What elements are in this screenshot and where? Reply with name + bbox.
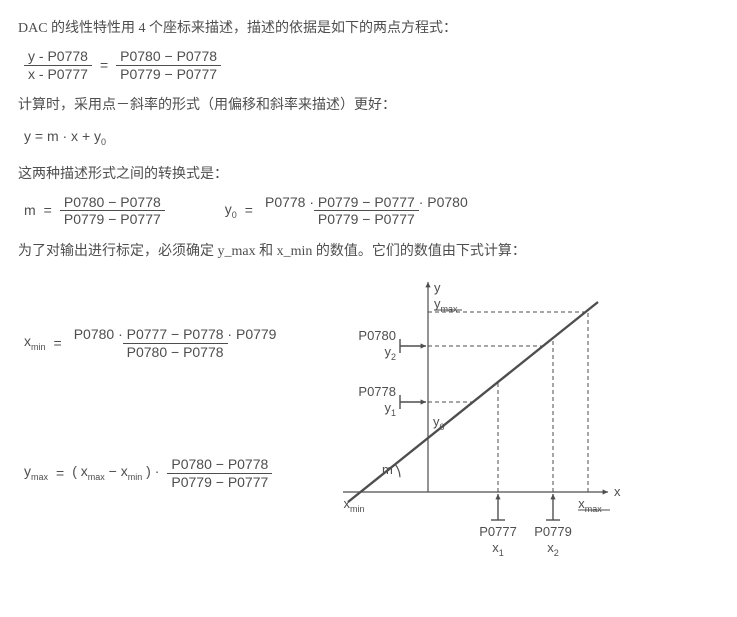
svg-text:y0: y0 [433,414,445,432]
eq2-text: y = m · x + y [24,128,101,144]
svg-text:x2: x2 [548,540,560,558]
eq1-rhs-den: P0779 − P0777 [116,65,221,82]
eq-m-num: P0780 − P0778 [60,195,165,211]
eq-ymax-minus: − [105,463,121,479]
svg-text:x1: x1 [493,540,505,558]
svg-text:P0778: P0778 [359,384,397,399]
svg-text:ymax: ymax [434,296,458,314]
equation-xmin: xmin = P0780 · P0777 − P0778 · P0779 P07… [24,327,280,359]
equation-slope-form: y = m · x + y0 [24,126,719,149]
eq-xmin-den: P0780 − P0778 [123,343,228,360]
para-intro-1: DAC 的线性特性用 4 个座标来描述，描述的依据是如下的两点方程式： [18,18,719,39]
svg-text:P0780: P0780 [359,328,397,343]
eq-xmin-lhs-sub: min [31,342,46,352]
svg-text:m: m [382,462,393,477]
svg-text:x: x [614,484,621,499]
eq-y0-num: P0778 · P0779 − P0777 · P0780 [261,195,472,211]
eq-ymax-y: y [24,463,31,479]
eq1-lhs-den: x - P0777 [24,65,92,82]
eq-y0-eqsign: = [245,200,253,221]
eq2-sub: 0 [101,137,106,147]
svg-text:xmax: xmax [579,496,603,514]
para-intro-3: 这两种描述形式之间的转换式是： [18,164,719,185]
eq1-lhs-num: y - P0778 [24,49,92,65]
eq-y0-lhs-sub: 0 [232,210,237,220]
eq-ymax-paren-open: ( [72,463,81,479]
eq1-rhs-num: P0780 − P0778 [116,49,221,65]
eq-ymax-den: P0779 − P0777 [167,473,272,490]
dac-linear-chart: yxymaxP0780y2P0778y1y0mxminxmaxP0777x1P0… [298,272,628,562]
eq1-eqsign: = [100,55,108,76]
eq-ymax-y-sub: max [31,472,48,482]
eq-ymax-paren-close: ) · [142,463,159,479]
eq-m-eqsign: = [44,200,52,221]
eq-ymax-xmin-sub: min [128,472,143,482]
eq-xmin-eqsign: = [54,333,62,354]
equation-m: m = P0780 − P0778 P0779 − P0777 [24,195,165,227]
equation-two-point: y - P0778 x - P0777 = P0780 − P0778 P077… [24,49,719,81]
equations-m-y0: m = P0780 − P0778 P0779 − P0777 y0 = P07… [24,195,719,227]
eq-ymax-eqsign: = [56,463,64,484]
svg-text:y1: y1 [385,400,397,418]
eq-ymax-xmax-sub: max [88,472,105,482]
eq-ymax-xmin: x [121,463,128,479]
eq-m-den: P0779 − P0777 [60,210,165,227]
eq-xmin-num: P0780 · P0777 − P0778 · P0779 [70,327,281,343]
svg-text:P0779: P0779 [535,524,573,539]
eq-ymax-num: P0780 − P0778 [167,457,272,473]
equation-ymax: ymax = ( xmax − xmin ) · P0780 − P0778 P… [24,457,280,489]
eq-m-lhs: m [24,200,36,221]
svg-text:y2: y2 [385,344,397,362]
eq-y0-lhs-main: y [225,201,232,217]
eq-ymax-xmax: x [81,463,88,479]
para-intro-4: 为了对输出进行标定，必须确定 y_max 和 x_min 的数值。它们的数值由下… [18,241,719,262]
eq-xmin-lhs-main: x [24,333,31,349]
svg-text:P0777: P0777 [480,524,518,539]
svg-text:y: y [434,280,441,295]
equation-y0: y0 = P0778 · P0779 − P0777 · P0780 P0779… [225,195,472,227]
para-intro-2: 计算时，采用点－斜率的形式（用偏移和斜率来描述）更好： [18,95,719,116]
eq-y0-den: P0779 − P0777 [314,210,419,227]
